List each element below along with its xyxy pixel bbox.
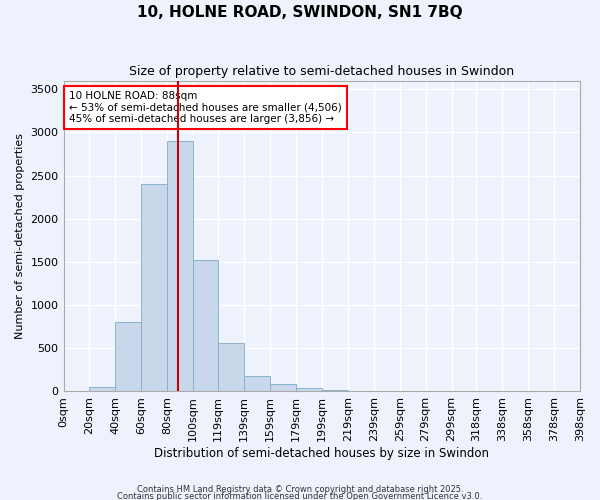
Text: Contains HM Land Registry data © Crown copyright and database right 2025.: Contains HM Land Registry data © Crown c…: [137, 486, 463, 494]
Bar: [322, 390, 348, 392]
Y-axis label: Number of semi-detached properties: Number of semi-detached properties: [15, 133, 25, 339]
Bar: [167, 141, 193, 392]
Text: Contains public sector information licensed under the Open Government Licence v3: Contains public sector information licen…: [118, 492, 482, 500]
Text: 10, HOLNE ROAD, SWINDON, SN1 7BQ: 10, HOLNE ROAD, SWINDON, SN1 7BQ: [137, 5, 463, 20]
Bar: [244, 376, 270, 392]
Bar: [218, 343, 244, 392]
Text: 10 HOLNE ROAD: 88sqm
← 53% of semi-detached houses are smaller (4,506)
45% of se: 10 HOLNE ROAD: 88sqm ← 53% of semi-detac…: [69, 91, 341, 124]
Bar: [64, 390, 89, 392]
Bar: [142, 184, 167, 392]
X-axis label: Distribution of semi-detached houses by size in Swindon: Distribution of semi-detached houses by …: [154, 447, 489, 460]
Bar: [296, 388, 322, 392]
Bar: [193, 260, 218, 392]
Bar: [89, 387, 115, 392]
Bar: [270, 384, 296, 392]
Bar: [115, 322, 142, 392]
Title: Size of property relative to semi-detached houses in Swindon: Size of property relative to semi-detach…: [129, 65, 514, 78]
